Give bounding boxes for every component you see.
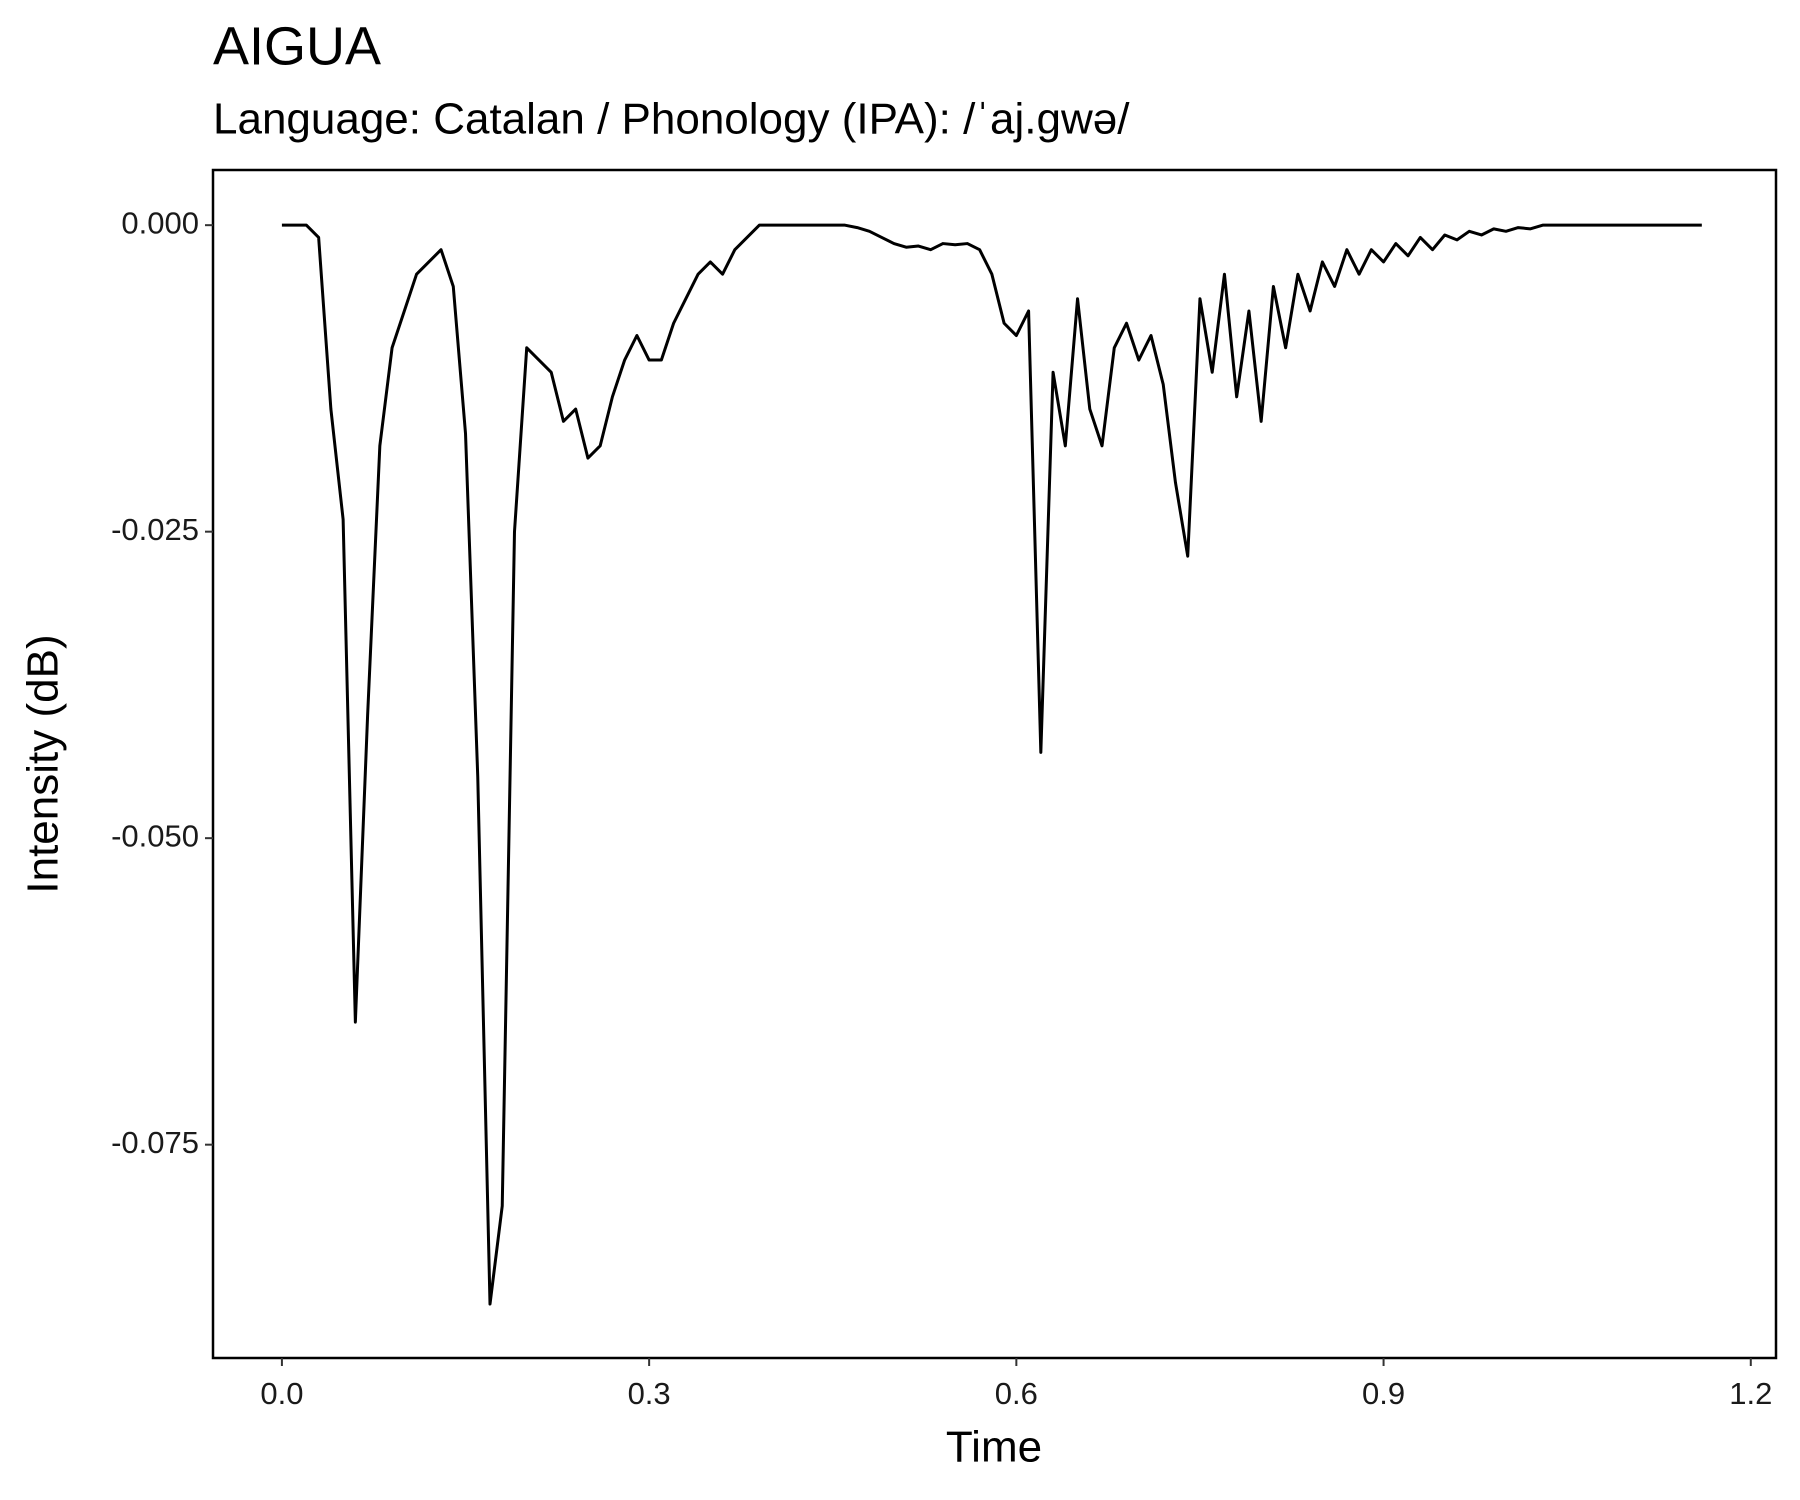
data-line xyxy=(281,223,1702,1306)
y-tick-label: -0.050 xyxy=(111,818,199,853)
y-tick-label: -0.025 xyxy=(111,512,199,547)
chart-title: AIGUA xyxy=(213,16,381,76)
panel-border xyxy=(211,168,1778,1360)
y-axis-title: Intensity (dB) xyxy=(19,634,68,893)
y-tick-label: -0.075 xyxy=(111,1125,199,1160)
chart-subtitle: Language: Catalan / Phonology (IPA): /ˈa… xyxy=(213,95,1130,144)
x-tick-label: 0.3 xyxy=(628,1376,671,1411)
y-tick-label: 0.000 xyxy=(121,205,199,240)
x-tick-label: 0.6 xyxy=(995,1376,1038,1411)
x-axis-title: Time xyxy=(946,1423,1042,1472)
x-tick-label: 1.2 xyxy=(1729,1376,1772,1411)
x-tick-label: 0.9 xyxy=(1362,1376,1405,1411)
x-tick-label: 0.0 xyxy=(260,1376,303,1411)
